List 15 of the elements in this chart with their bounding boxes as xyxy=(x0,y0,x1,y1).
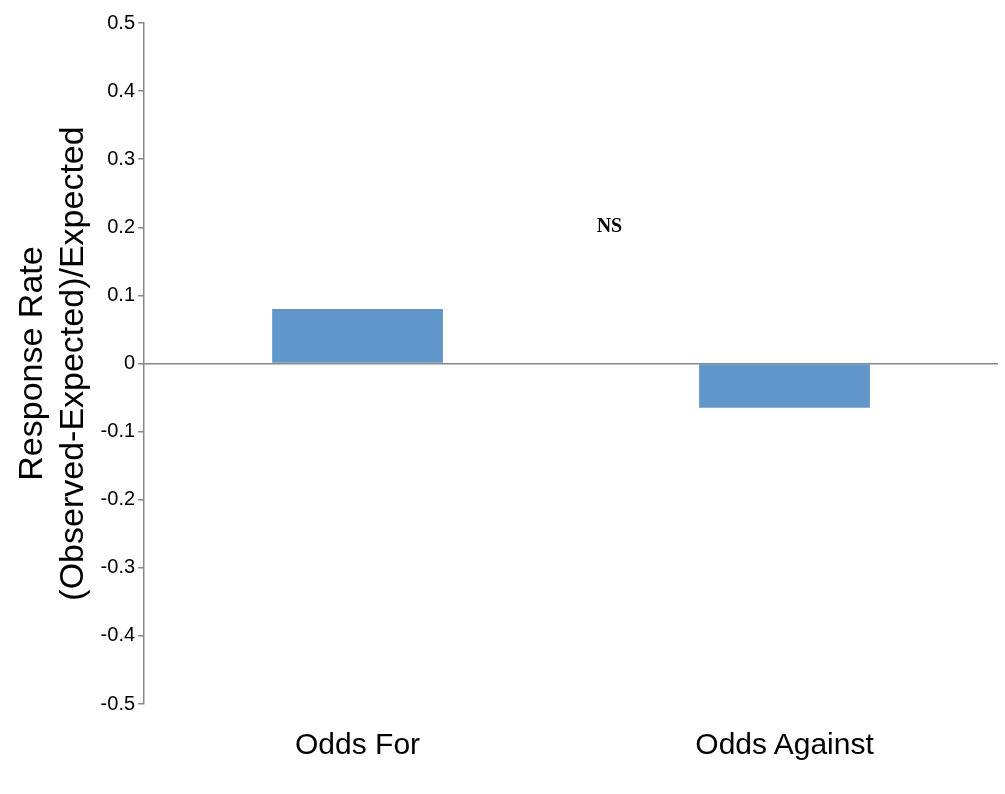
x-tick-label: Odds For xyxy=(295,727,421,761)
y-tick-label: -0.1 xyxy=(100,419,136,442)
y-tick-label: -0.3 xyxy=(100,555,136,578)
y-tick-label: 0 xyxy=(123,351,136,374)
x-tick-label: Odds Against xyxy=(695,727,875,761)
y-tick-label: -0.4 xyxy=(100,623,136,646)
y-axis-title: Response Rate (Observed-Expected)/Expected xyxy=(10,126,90,601)
y-tick-label: 0.3 xyxy=(107,146,136,169)
y-tick-label: 0.2 xyxy=(107,214,136,237)
y-tick-label: 0.1 xyxy=(107,282,136,305)
annotation: NS xyxy=(596,214,623,237)
y-tick-label: -0.2 xyxy=(100,487,136,510)
y-tick-label: 0.4 xyxy=(107,78,136,101)
y-tick-label: -0.5 xyxy=(100,691,136,714)
y-tick-label: 0.5 xyxy=(107,10,136,33)
